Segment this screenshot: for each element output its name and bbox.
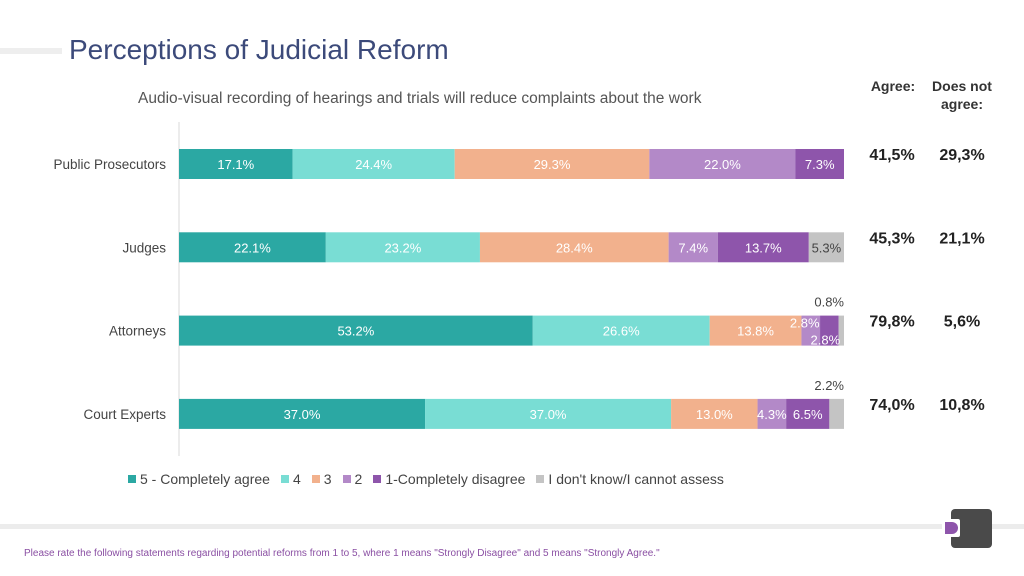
legend-item-1-completely-disagree: 1-Completely disagree	[373, 471, 525, 487]
data-label-public-prosecutors-series-4: 22.0%	[704, 157, 741, 172]
agree-value-court-experts: 74,0%	[869, 397, 914, 414]
agree-value-judges: 45,3%	[869, 230, 914, 247]
legend-label: 3	[323, 471, 332, 487]
agree-value-attorneys: 79,8%	[869, 314, 914, 331]
data-label-public-prosecutors-series-2: 24.4%	[355, 157, 392, 172]
data-label-court-experts-series-3: 13.0%	[696, 407, 733, 422]
brand-logo-icon	[942, 509, 992, 548]
bar-court-experts-series-4	[757, 398, 787, 429]
data-label-attorneys-series-1: 53.2%	[337, 324, 374, 339]
data-label-judges-series-1: 22.1%	[234, 240, 271, 255]
not-agree-value-judges: 21,1%	[939, 230, 984, 247]
bar-public-prosecutors-series-3	[454, 149, 650, 179]
legend-swatch	[342, 475, 351, 483]
data-label-attorneys-series-5: 2.8%	[811, 333, 841, 348]
legend-label: 2	[354, 471, 363, 487]
bar-attorneys-series-4	[801, 315, 821, 346]
data-label-court-experts-series-4: 4.3%	[757, 407, 787, 422]
bar-court-experts-series-5	[786, 398, 830, 429]
bar-public-prosecutors-series-2	[292, 149, 455, 179]
not-agree-header-line2: agree:	[940, 96, 984, 112]
data-label-attorneys-series-3: 13.8%	[737, 324, 774, 339]
page-title: Perceptions of Judicial Reform	[69, 34, 449, 65]
data-label-judges-series-2: 23.2%	[384, 240, 421, 255]
not-agree-value-public-prosecutors: 29,3%	[939, 147, 984, 164]
bars-group: Public Prosecutors 17.1% 24.4% 29.3% 22.0% 7.…	[53, 147, 985, 429]
legend-item-2: 2	[342, 471, 363, 487]
agree-header-label: Agree:	[870, 78, 916, 94]
bottom-rule	[0, 524, 1024, 529]
bar-judges-series-3	[479, 232, 669, 263]
chart-legend: 5 - Completely agree 4 3 2 1-Completely disa…	[128, 471, 735, 487]
data-label-public-prosecutors-series-3: 29.3%	[534, 157, 571, 172]
not-agree-value-attorneys: 5,6%	[944, 314, 980, 331]
footnote: Please rate the following statements reg…	[24, 548, 660, 559]
bar-judges-series-1	[179, 232, 326, 263]
data-label-court-experts-series-2: 37.0%	[530, 407, 567, 422]
bar-judges-series-6	[808, 232, 844, 263]
not-agree-header-line1: Does not	[932, 78, 992, 94]
bar-court-experts-series-6	[829, 398, 844, 429]
legend-swatch	[373, 475, 382, 483]
not-agree-column-header: Does not agree:	[924, 77, 1000, 113]
data-label-judges-series-4: 7.4%	[678, 240, 708, 255]
legend-label: 5 - Completely agree	[140, 471, 270, 487]
legend-label: I don't know/I cannot assess	[548, 471, 724, 487]
legend-swatch	[311, 475, 320, 483]
stacked-bar-chart: Public Prosecutors 17.1% 24.4% 29.3% 22.0% 7.…	[53, 122, 985, 456]
data-label-attorneys-series-2: 26.6%	[603, 324, 640, 339]
not-agree-value-court-experts: 10,8%	[939, 397, 984, 414]
bar-court-experts-series-3	[671, 398, 758, 429]
bar-attorneys-series-1	[179, 315, 533, 346]
bar-attorneys-series-3	[709, 315, 802, 346]
legend-swatch	[280, 475, 289, 483]
data-label-public-prosecutors-series-5: 7.3%	[805, 157, 835, 172]
legend-item-3: 3	[311, 471, 332, 487]
data-label-attorneys-series-6: 0.8%	[814, 295, 844, 310]
bar-public-prosecutors-series-4	[649, 149, 796, 179]
category-label-court-experts: Court Experts	[83, 407, 166, 422]
legend-item-i-don-t-know-i-cannot-assess: I don't know/I cannot assess	[536, 471, 724, 487]
bar-attorneys-series-5	[820, 315, 839, 346]
bar-court-experts-series-2	[425, 398, 672, 429]
legend-swatch	[536, 475, 545, 483]
bar-judges-series-5	[717, 232, 809, 263]
data-label-judges-series-3: 28.4%	[556, 240, 593, 255]
bar-judges-series-2	[325, 232, 480, 263]
top-accent-rule	[0, 48, 62, 54]
bar-public-prosecutors-series-1	[179, 149, 293, 179]
bar-judges-series-4	[668, 232, 718, 263]
bar-public-prosecutors-series-5	[795, 149, 844, 179]
agree-value-public-prosecutors: 41,5%	[869, 147, 914, 164]
agree-column-header: Agree:	[862, 77, 924, 95]
legend-label: 4	[292, 471, 301, 487]
bar-court-experts-series-1	[179, 398, 426, 429]
legend-item-4: 4	[280, 471, 301, 487]
bar-attorneys-series-6	[838, 315, 844, 346]
chart-subtitle: Audio-visual recording of hearings and t…	[138, 90, 702, 107]
data-label-attorneys-series-4: 2.8%	[790, 316, 820, 331]
legend-item-5-completely-agree: 5 - Completely agree	[128, 471, 270, 487]
data-label-court-experts-series-5: 6.5%	[793, 407, 823, 422]
bar-attorneys-series-2	[532, 315, 710, 346]
legend-label: 1-Completely disagree	[385, 471, 526, 487]
category-label-public-prosecutors: Public Prosecutors	[53, 157, 166, 172]
data-label-judges-series-6: 5.3%	[812, 240, 842, 255]
category-label-judges: Judges	[122, 240, 166, 255]
data-label-public-prosecutors-series-1: 17.1%	[217, 157, 254, 172]
data-label-court-experts-series-6: 2.2%	[814, 378, 844, 393]
legend-swatch	[128, 475, 136, 483]
data-label-judges-series-5: 13.7%	[745, 240, 782, 255]
data-label-court-experts-series-1: 37.0%	[284, 407, 321, 422]
category-label-attorneys: Attorneys	[109, 324, 166, 339]
